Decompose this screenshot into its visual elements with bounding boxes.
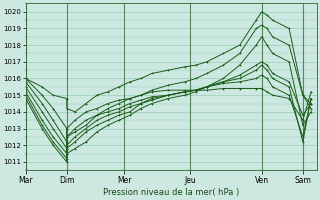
X-axis label: Pression niveau de la mer( hPa ): Pression niveau de la mer( hPa )	[103, 188, 239, 197]
